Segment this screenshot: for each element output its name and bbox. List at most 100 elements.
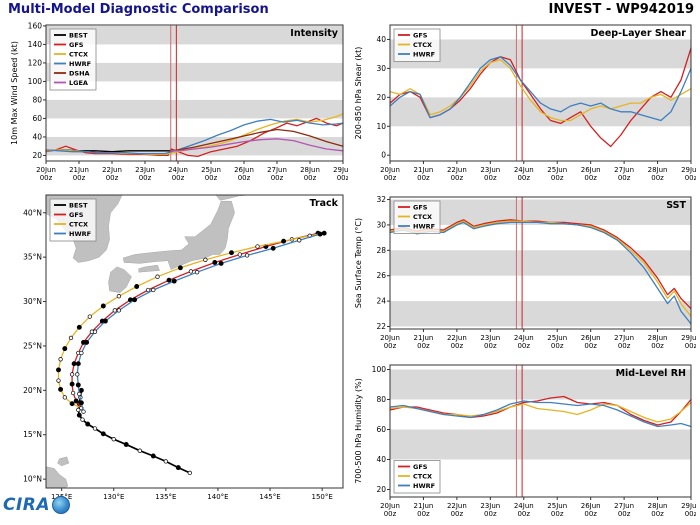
svg-text:29Jun: 29Jun [681, 334, 696, 342]
svg-text:00z: 00z [337, 174, 348, 182]
rh-series-hwrf [389, 400, 692, 428]
svg-text:00z: 00z [517, 174, 530, 182]
svg-text:20Jun: 20Jun [380, 166, 400, 174]
svg-text:140°E: 140°E [207, 493, 228, 501]
svg-text:23Jun: 23Jun [480, 502, 500, 510]
svg-text:00z: 00z [451, 510, 464, 518]
svg-text:00z: 00z [384, 510, 397, 518]
svg-text:Sea Surface Temp (°C): Sea Surface Temp (°C) [354, 218, 363, 308]
svg-text:26: 26 [376, 271, 386, 280]
svg-text:HWRF: HWRF [69, 230, 91, 238]
svg-text:160: 160 [28, 21, 43, 30]
svg-text:24: 24 [376, 297, 386, 306]
svg-text:30°N: 30°N [23, 297, 42, 306]
svg-text:28Jun: 28Jun [300, 166, 320, 174]
svg-text:26Jun: 26Jun [581, 502, 601, 510]
svg-text:22Jun: 22Jun [447, 502, 467, 510]
svg-text:GFS: GFS [413, 204, 428, 212]
svg-text:20: 20 [376, 485, 386, 494]
svg-text:40: 40 [376, 455, 386, 464]
svg-text:15°N: 15°N [23, 430, 42, 439]
svg-text:100: 100 [372, 365, 387, 374]
intensity-series-gfs [45, 117, 344, 158]
intensity-series-dsha [170, 128, 344, 152]
svg-text:26Jun: 26Jun [234, 166, 254, 174]
shear-series-hwrf [389, 56, 692, 122]
svg-text:100: 100 [28, 77, 43, 86]
svg-text:00z: 00z [40, 174, 53, 182]
intensity-chart: 2040608010012014016020Jun00z21Jun00z22Ju… [10, 21, 348, 182]
svg-text:22Jun: 22Jun [102, 166, 122, 174]
svg-text:00z: 00z [685, 174, 696, 182]
svg-text:80: 80 [32, 95, 42, 104]
svg-text:00z: 00z [417, 510, 430, 518]
svg-text:00z: 00z [304, 174, 317, 182]
svg-text:20Jun: 20Jun [36, 166, 56, 174]
track-series-best [77, 389, 191, 474]
svg-text:CTCX: CTCX [413, 41, 432, 49]
svg-text:00z: 00z [584, 510, 597, 518]
svg-text:00z: 00z [484, 174, 497, 182]
svg-text:HWRF: HWRF [413, 482, 435, 490]
svg-text:29Jun: 29Jun [333, 166, 348, 174]
svg-text:22: 22 [376, 322, 386, 331]
shear-chart: 01020304020Jun00z21Jun00z22Jun00z23Jun00… [354, 24, 696, 182]
landmass [108, 266, 132, 293]
svg-text:21Jun: 21Jun [69, 166, 89, 174]
svg-text:60: 60 [376, 425, 386, 434]
svg-text:DSHA: DSHA [69, 70, 90, 78]
svg-text:00z: 00z [584, 174, 597, 182]
svg-text:GFS: GFS [413, 32, 428, 40]
svg-text:28Jun: 28Jun [648, 166, 668, 174]
svg-text:27Jun: 27Jun [614, 334, 634, 342]
sst-title: SST [666, 200, 686, 211]
landmass [215, 194, 250, 201]
svg-text:21Jun: 21Jun [414, 334, 434, 342]
page-title: Multi-Model Diagnostic Comparison [8, 2, 269, 17]
svg-text:140: 140 [28, 40, 43, 49]
svg-text:20Jun: 20Jun [380, 502, 400, 510]
track-chart: 10°N15°N20°N25°N30°N35°N40°N125°E130°E13… [23, 194, 344, 501]
intensity-series-hwrf [45, 118, 344, 155]
svg-text:40°N: 40°N [23, 208, 42, 217]
track-map-panel: 10°N15°N20°N25°N30°N35°N40°N125°E130°E13… [8, 190, 348, 508]
svg-text:BEST: BEST [69, 32, 88, 40]
svg-text:LGEA: LGEA [69, 79, 88, 87]
cira-logo-text: CIRA [3, 495, 51, 515]
svg-text:150°E: 150°E [312, 493, 333, 501]
shear-title: Deep-Layer Shear [591, 28, 687, 39]
svg-text:22Jun: 22Jun [447, 334, 467, 342]
svg-text:00z: 00z [139, 174, 152, 182]
svg-text:00z: 00z [551, 174, 564, 182]
svg-text:00z: 00z [73, 174, 86, 182]
svg-text:700-500 hPa Humidity (%): 700-500 hPa Humidity (%) [354, 378, 363, 484]
deep-layer-shear-panel: 0 10 20 30 40 20Jun 00z 21Jun 00z 22Jun 00z 23Jun 00… [352, 20, 696, 188]
globe-icon [52, 496, 71, 514]
svg-text:00z: 00z [417, 174, 430, 182]
storm-id-title: INVEST - WP942019 [548, 2, 694, 17]
svg-text:00z: 00z [517, 510, 530, 518]
svg-text:28: 28 [376, 246, 386, 255]
intensity-legend [49, 28, 97, 91]
svg-text:23Jun: 23Jun [480, 166, 500, 174]
svg-text:00z: 00z [205, 174, 218, 182]
svg-text:24Jun: 24Jun [514, 502, 534, 510]
svg-text:32: 32 [376, 195, 386, 204]
svg-text:HWRF: HWRF [413, 223, 435, 231]
svg-text:20: 20 [32, 151, 42, 160]
svg-text:21Jun: 21Jun [414, 502, 434, 510]
svg-text:30: 30 [376, 64, 386, 73]
svg-text:BEST: BEST [69, 202, 88, 210]
svg-text:00z: 00z [651, 510, 664, 518]
svg-text:00z: 00z [451, 342, 464, 350]
svg-text:27Jun: 27Jun [614, 166, 634, 174]
svg-text:HWRF: HWRF [413, 51, 435, 59]
svg-text:22Jun: 22Jun [447, 166, 467, 174]
svg-text:00z: 00z [417, 342, 430, 350]
svg-text:200-850 hPa Shear (kt): 200-850 hPa Shear (kt) [354, 47, 363, 140]
track-series-hwrf [76, 233, 321, 413]
svg-text:20: 20 [376, 93, 386, 102]
mid-level-rh-panel: 20 40 60 80 100 20Jun 00z 21Jun 00z 22Jun 00z 23Jun… [352, 360, 696, 524]
svg-text:25Jun: 25Jun [547, 166, 567, 174]
svg-text:145°E: 145°E [259, 493, 280, 501]
